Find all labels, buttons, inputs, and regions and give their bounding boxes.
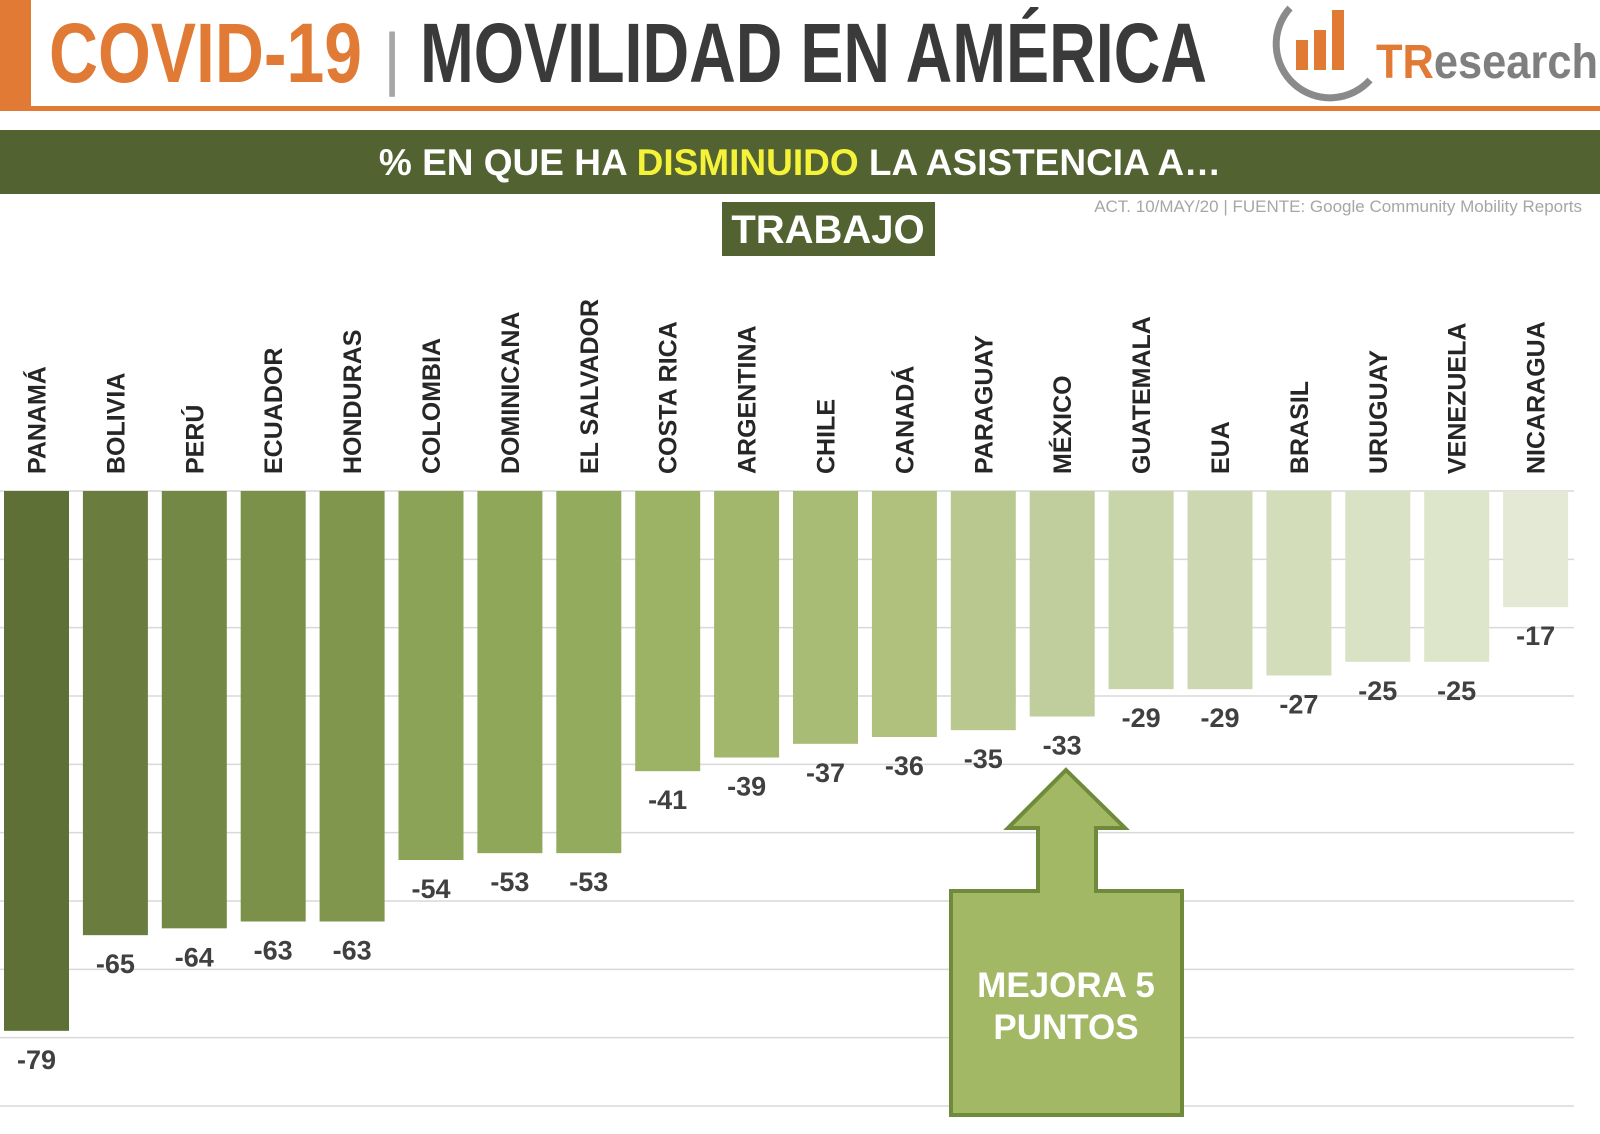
value-label: -29	[1200, 703, 1239, 733]
category-label: EL SALVADOR	[576, 299, 604, 474]
bar	[871, 491, 937, 737]
category-label: DOMINICANA	[497, 312, 525, 475]
value-label: -27	[1279, 690, 1318, 720]
value-label: -35	[964, 744, 1003, 774]
category-label: PANAMÁ	[23, 366, 52, 474]
bar	[398, 491, 464, 860]
bar	[635, 491, 701, 772]
title-banner	[0, 130, 1600, 194]
logo-bar	[1332, 10, 1344, 70]
bar	[1503, 491, 1569, 608]
bar	[240, 491, 306, 922]
plot: PANAMÁ -79 BOLIVIA -65 PERÚ -64 ECUADOR -63 HOND…	[0, 299, 1574, 1107]
source-note: ACT. 10/MAY/20 | FUENTE: Google Communit…	[1094, 197, 1582, 216]
logo-bar	[1296, 40, 1308, 70]
value-label: -53	[490, 867, 529, 897]
value-label: -33	[1043, 731, 1082, 761]
category-label: COSTA RICA	[655, 321, 683, 474]
title-right: MOVILIDAD EN AMÉRICA	[420, 6, 1207, 100]
logo-text-b: esearch	[1434, 36, 1598, 89]
subtitle-box	[722, 202, 935, 256]
value-label: -41	[648, 785, 687, 815]
category-label: CANADÁ	[890, 366, 919, 474]
value-label: -39	[727, 772, 766, 802]
category-label: PARAGUAY	[970, 335, 998, 474]
value-label: -64	[175, 942, 214, 972]
bar	[793, 491, 858, 744]
category-label: VENEZUELA	[1444, 323, 1472, 474]
value-label: -79	[17, 1045, 56, 1075]
bar	[556, 491, 622, 854]
title-part: LA ASISTENCIA A…	[859, 142, 1221, 183]
category-label: MÉXICO	[1048, 375, 1077, 474]
logo-arc	[1272, 5, 1373, 102]
value-label: -36	[885, 751, 924, 781]
logo: TResearch	[1272, 5, 1598, 102]
logo-text-a: TR	[1376, 36, 1434, 89]
title-separator: |	[383, 19, 401, 97]
chart-subtitle: TRABAJO	[731, 208, 924, 252]
bar	[1266, 491, 1332, 676]
category-label: ARGENTINA	[734, 325, 762, 474]
value-label: -37	[806, 758, 845, 788]
bar	[714, 491, 780, 758]
category-label: NICARAGUA	[1523, 321, 1551, 474]
category-label: CHILE	[813, 399, 841, 474]
category-label: PERÚ	[179, 405, 209, 474]
annotation: MEJORA 5 PUNTOS	[949, 767, 1184, 1117]
bar	[477, 491, 543, 854]
logo-bar	[1314, 30, 1326, 70]
value-label: -17	[1516, 621, 1555, 651]
category-label: GUATEMALA	[1128, 316, 1156, 474]
header-rule	[0, 106, 1600, 111]
title-left: COVID-19	[49, 6, 362, 100]
category-label: BRASIL	[1286, 381, 1314, 474]
value-label: -54	[411, 874, 450, 904]
bar	[950, 491, 1016, 731]
title-part: % EN QUE HA	[379, 142, 637, 183]
category-label: ECUADOR	[260, 348, 288, 474]
category-label: BOLIVIA	[102, 373, 130, 474]
annotation-line: MEJORA 5	[977, 966, 1155, 1005]
value-label: -53	[569, 867, 608, 897]
chart-title: % EN QUE HA DISMINUIDO LA ASISTENCIA A…	[379, 142, 1221, 183]
bar	[1424, 491, 1490, 662]
bar	[82, 491, 148, 936]
value-label: -63	[333, 936, 372, 966]
title-highlight: DISMINUIDO	[637, 142, 859, 183]
logo-text: TResearch	[1376, 36, 1598, 89]
bar	[4, 491, 69, 1031]
value-label: -25	[1437, 676, 1476, 706]
value-label: -29	[1122, 703, 1161, 733]
category-label: HONDURAS	[339, 330, 367, 474]
annotation-line: PUNTOS	[993, 1008, 1138, 1047]
header-accent	[0, 0, 31, 108]
category-label: EUA	[1207, 421, 1235, 474]
bar	[1187, 491, 1253, 690]
category-label: URUGUAY	[1365, 350, 1393, 474]
value-label: -65	[96, 949, 135, 979]
bar	[161, 491, 227, 929]
category-label: COLOMBIA	[418, 338, 446, 474]
bar	[1345, 491, 1411, 662]
annotation-arrow	[949, 767, 1184, 1117]
value-label: -25	[1358, 676, 1397, 706]
bar	[1108, 491, 1174, 690]
bar	[319, 491, 385, 922]
bar	[1029, 491, 1095, 717]
value-label: -63	[254, 936, 293, 966]
